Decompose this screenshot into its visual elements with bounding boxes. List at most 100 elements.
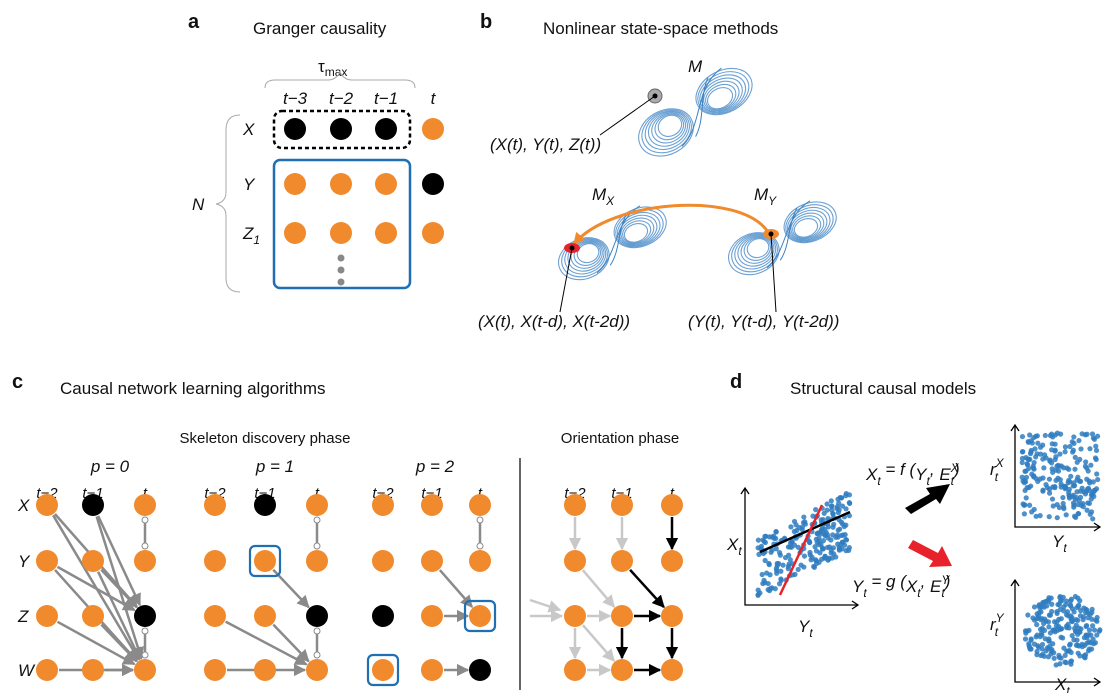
node (422, 173, 444, 195)
sup: X (995, 456, 1005, 470)
arrow-black (905, 484, 950, 514)
scatter-point (1034, 514, 1039, 519)
node (134, 494, 156, 516)
scatter-point (776, 561, 781, 566)
scatter-point (1086, 615, 1091, 620)
scatter-point (1080, 486, 1085, 491)
edge (630, 570, 664, 607)
scatter-point (829, 508, 834, 513)
scatter-point (1088, 632, 1093, 637)
scatter-point (1041, 465, 1046, 470)
equation-part: ) (952, 460, 960, 479)
scatter-point (1050, 496, 1055, 501)
scatter-point (1069, 650, 1074, 655)
node (469, 550, 491, 572)
ellipsis-dot (338, 267, 345, 274)
node (284, 173, 306, 195)
scatter-point (779, 578, 784, 583)
scatter-point (1034, 622, 1039, 627)
mapping-arrow (574, 205, 768, 244)
scatter-point (1024, 495, 1029, 500)
scatter-point (1076, 438, 1081, 443)
scatter-point (1079, 642, 1084, 647)
scatter-point (1077, 598, 1082, 603)
scatter-point (1050, 628, 1055, 633)
node (306, 605, 328, 627)
scatter-point (1029, 509, 1034, 514)
node (254, 550, 276, 572)
equation-part: , (930, 460, 939, 479)
sub: t (995, 625, 999, 639)
node (284, 118, 306, 140)
scatter-point (756, 538, 761, 543)
equation: Xt = f (Yt, EXt) (865, 460, 960, 488)
scatter-point (833, 554, 838, 559)
scatter-point (802, 553, 807, 558)
scatter-point (1055, 515, 1060, 520)
scatter-point (760, 572, 765, 577)
scatter-point (1038, 445, 1043, 450)
node (611, 550, 633, 572)
scatter-point (1057, 464, 1062, 469)
scatter-point (829, 498, 834, 503)
link-end (314, 517, 320, 523)
node (204, 550, 226, 572)
scatter-point (767, 534, 772, 539)
node (82, 659, 104, 681)
node (611, 494, 633, 516)
node (372, 494, 394, 516)
scatter-point (1022, 480, 1027, 485)
node (421, 494, 443, 516)
scatter-point (1084, 633, 1089, 638)
scatter-point (1061, 604, 1066, 609)
scatter-point (796, 567, 801, 572)
scatter-point (1090, 623, 1095, 628)
node (372, 550, 394, 572)
row-name: Y (243, 175, 256, 194)
scatter-point (1068, 474, 1073, 479)
scatter-point (1027, 432, 1032, 437)
link-end (142, 628, 148, 634)
scatter-point (835, 542, 840, 547)
scatter-point (1046, 595, 1051, 600)
scatter-point (1026, 439, 1031, 444)
equation-part: E (930, 577, 942, 596)
scatter-point (1053, 454, 1058, 459)
scatter-point (801, 520, 806, 525)
scatter-point (1061, 504, 1066, 509)
edge (58, 622, 135, 664)
scatter-point (1055, 430, 1060, 435)
scatter-point (792, 519, 797, 524)
scatter-point (1090, 516, 1095, 521)
leader (600, 96, 655, 135)
scatter-point (830, 525, 835, 530)
row-label: X (242, 120, 255, 139)
edge (530, 600, 560, 610)
time-label: t (431, 89, 437, 108)
scatter-point (1085, 610, 1090, 615)
scatter-point (840, 521, 845, 526)
scatter-point (815, 531, 820, 536)
scatter-point (847, 500, 852, 505)
axis-label: Xt (726, 535, 742, 558)
scatter-point (1088, 463, 1093, 468)
n-label: N (192, 195, 205, 214)
scatter-point (843, 548, 848, 553)
scatter-point (1048, 433, 1053, 438)
scatter-point (1094, 471, 1099, 476)
panel-label: d (730, 371, 742, 393)
scatter-point (1052, 656, 1057, 661)
p-label: p = 1 (255, 457, 294, 476)
node (82, 605, 104, 627)
scatter-point (1091, 435, 1096, 440)
scatter-point (774, 566, 779, 571)
scatter-point (1071, 483, 1076, 488)
node (204, 659, 226, 681)
scatter-point (1090, 607, 1095, 612)
scatter-point (1078, 479, 1083, 484)
node (134, 605, 156, 627)
node (36, 550, 58, 572)
scatter-point (1020, 460, 1025, 465)
panel-label: c (12, 371, 23, 393)
